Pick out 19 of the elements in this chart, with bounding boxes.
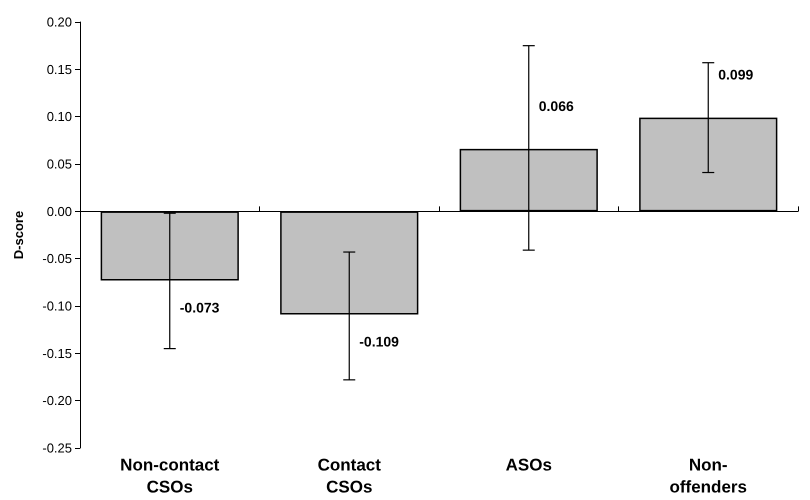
y-tick-label: 0.05 (46, 156, 72, 172)
y-tick-label: 0.00 (46, 204, 72, 219)
x-tick-label: Contact CSOs (318, 456, 382, 496)
y-tick-label: 0.20 (46, 14, 72, 30)
data-label: 0.099 (718, 66, 754, 83)
x-tick-label: ASOs (506, 456, 552, 474)
x-tick-label: Non-contact CSOs (120, 456, 220, 496)
y-tick-label: 0.15 (46, 62, 72, 77)
y-tick-label: 0.10 (46, 109, 72, 124)
data-label: -0.109 (359, 334, 400, 350)
data-label: -0.073 (180, 299, 220, 316)
y-axis-title: D-score (11, 210, 26, 260)
y-tick-label: -0.15 (42, 346, 72, 361)
y-tick-label: -0.25 (42, 440, 72, 456)
y-tick-label: -0.05 (42, 251, 72, 266)
y-tick-label: -0.10 (42, 298, 72, 314)
y-tick-label: -0.20 (42, 393, 72, 408)
data-label: 0.066 (538, 98, 574, 114)
x-tick-label: Non-offenders (670, 456, 747, 496)
